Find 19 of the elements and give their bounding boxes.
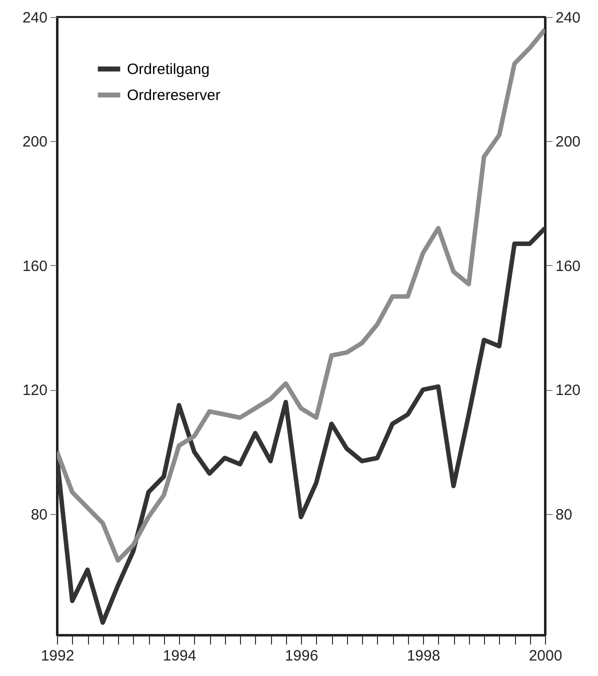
x-tick-label: 1994 — [162, 648, 196, 664]
legend-label: Ordretilgang — [127, 61, 210, 78]
legend-label: Ordrereserver — [127, 87, 220, 104]
y2-tick-label: 120 — [556, 382, 581, 400]
x-tick-label: 1996 — [284, 648, 318, 664]
line-series — [57, 226, 545, 625]
x-tick-label: 1998 — [406, 648, 440, 664]
y2-tick-label: 80 — [556, 506, 572, 524]
y-tick-label: 160 — [22, 258, 48, 275]
y2-tick-label: 200 — [556, 134, 581, 151]
x-tick-label: 2000 — [528, 648, 562, 664]
y2-tick-label: 240 — [556, 10, 581, 26]
line-series — [57, 27, 545, 563]
x-tick-label: 1992 — [40, 648, 74, 664]
y2-tick-label: 160 — [556, 258, 581, 275]
y-tick-label: 120 — [22, 382, 48, 400]
y-tick-label: 80 — [30, 506, 48, 524]
y-tick-label: 200 — [22, 134, 48, 151]
y-tick-label: 240 — [22, 10, 48, 26]
